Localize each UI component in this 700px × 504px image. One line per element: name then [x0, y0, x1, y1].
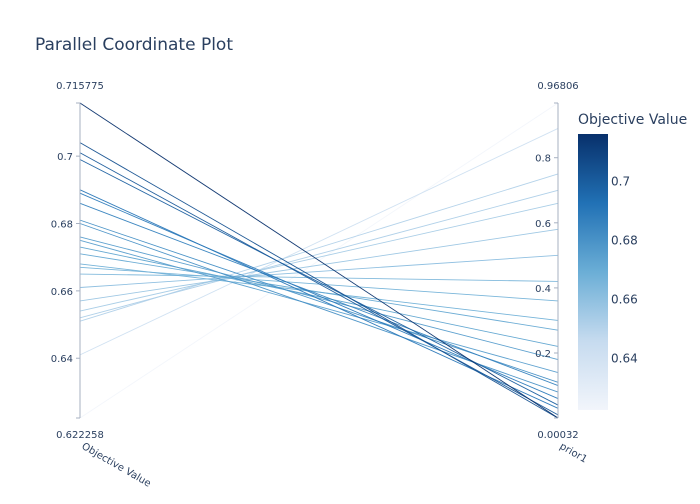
colorbar-tick-label: 0.68: [611, 234, 638, 248]
axis-max-label: 0.96806: [537, 81, 578, 92]
axes-layer: 0.715775 0.622258 0.64 0.66 0.68 0.7 Objective…: [51, 81, 589, 490]
axis-title: Objective Value: [80, 441, 153, 490]
colorbar-tick-label: 0.66: [611, 293, 638, 307]
axis-tick-label: 0.4: [535, 284, 551, 295]
data-line-17: [79, 228, 559, 302]
data-line-1: [79, 142, 559, 419]
axis-tick-label: 0.2: [535, 349, 551, 360]
axis-tick-label: 0.68: [51, 220, 73, 231]
data-line-21: [79, 128, 559, 356]
data-line-11: [79, 246, 559, 347]
axis-tick-label: 0.64: [51, 354, 73, 365]
colorbar-tick-label: 0.7: [611, 175, 630, 189]
axis-tick-label: 0.8: [535, 154, 551, 165]
data-line-16: [79, 254, 559, 288]
data-line-12: [79, 253, 559, 331]
axis-0: 0.715775 0.622258 0.64 0.66 0.68 0.7 Objective…: [51, 81, 153, 490]
colorbar-gradient: [578, 134, 608, 410]
data-line-9: [79, 236, 559, 360]
axis-tick-label: 0.7: [57, 152, 73, 163]
data-line-15: [79, 273, 559, 282]
axis-tick-label: 0.66: [51, 287, 73, 298]
axis-min-label: 0.00032: [537, 430, 578, 441]
data-line-18: [79, 202, 559, 312]
data-line-8: [79, 223, 559, 393]
colorbar-title: Objective Value: [578, 112, 687, 128]
data-line-6: [79, 202, 559, 386]
axis-tick-label: 0.6: [535, 219, 551, 230]
axis-1: 0.96806 0.00032 0.2 0.4 0.6 0.8 prior1: [535, 81, 589, 466]
axis-min-label: 0.622258: [56, 430, 104, 441]
axis-title: prior1: [558, 441, 589, 465]
data-line-19: [79, 189, 559, 319]
lines-layer: [79, 102, 559, 419]
axis-max-label: 0.715775: [56, 81, 104, 92]
data-line-0: [79, 102, 559, 419]
data-line-2: [79, 152, 559, 416]
data-line-3: [79, 159, 559, 406]
colorbar-tick-label: 0.64: [611, 352, 638, 366]
colorbar: Objective Value 0.64 0.66 0.68 0.7: [578, 112, 687, 410]
chart-title: Parallel Coordinate Plot: [35, 35, 233, 55]
data-line-10: [79, 239, 559, 373]
